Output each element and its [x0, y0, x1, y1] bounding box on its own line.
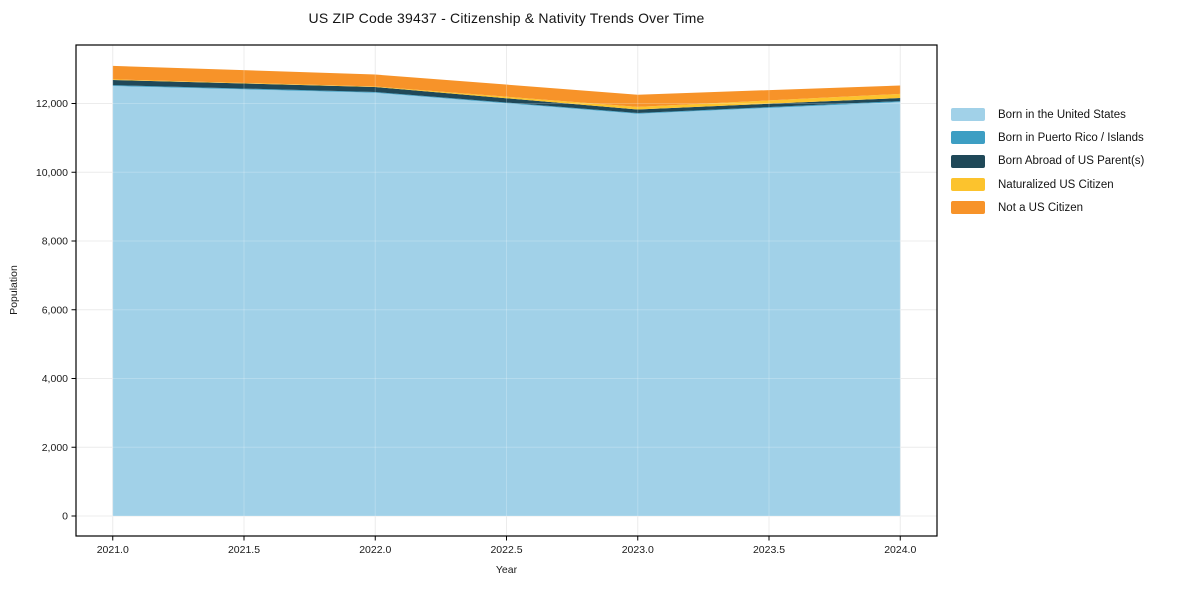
x-axis-label: Year — [495, 564, 518, 576]
y-tick-label: 4,000 — [42, 373, 68, 385]
x-tick-label: 2022.0 — [359, 544, 391, 556]
chart-title: US ZIP Code 39437 - Citizenship & Nativi… — [308, 10, 705, 26]
legend: Born in the United States Born in Puerto … — [951, 103, 1189, 219]
y-tick-label: 2,000 — [42, 442, 68, 454]
legend-swatch-icon — [951, 131, 985, 145]
legend-label: Born in the United States — [998, 108, 1126, 121]
x-tick-label: 2021.5 — [228, 544, 260, 556]
area-series-0 — [112, 86, 901, 516]
y-tick-label: 10,000 — [36, 167, 68, 179]
legend-item-1: Born in Puerto Rico / Islands — [951, 126, 1189, 149]
y-tick-label: 6,000 — [42, 304, 68, 316]
area-series-1 — [112, 85, 901, 114]
legend-label: Not a US Citizen — [998, 201, 1084, 214]
x-tick-label: 2023.0 — [622, 544, 654, 556]
area-series-4 — [112, 65, 901, 107]
y-tick-label: 0 — [62, 511, 68, 523]
y-tick-label: 12,000 — [36, 98, 68, 110]
x-tick-label: 2024.0 — [884, 544, 916, 556]
legend-swatch-icon — [951, 154, 985, 168]
y-tick-label: 8,000 — [42, 236, 68, 248]
x-tick-label: 2021.0 — [97, 544, 129, 556]
legend-swatch-icon — [951, 108, 985, 122]
legend-swatch-icon — [951, 201, 985, 215]
legend-swatch-icon — [951, 178, 985, 192]
legend-label: Born Abroad of US Parent(s) — [998, 155, 1145, 168]
legend-item-2: Born Abroad of US Parent(s) — [951, 150, 1189, 173]
legend-label: Naturalized US Citizen — [998, 178, 1114, 191]
y-axis-label: Population — [8, 265, 20, 315]
x-tick-label: 2023.5 — [753, 544, 785, 556]
area-series-2 — [112, 80, 901, 113]
x-tick-label: 2022.5 — [490, 544, 522, 556]
legend-item-3: Naturalized US Citizen — [951, 173, 1189, 196]
legend-label: Born in Puerto Rico / Islands — [998, 131, 1144, 144]
legend-item-4: Not a US Citizen — [951, 196, 1189, 219]
legend-item-0: Born in the United States — [951, 103, 1189, 126]
